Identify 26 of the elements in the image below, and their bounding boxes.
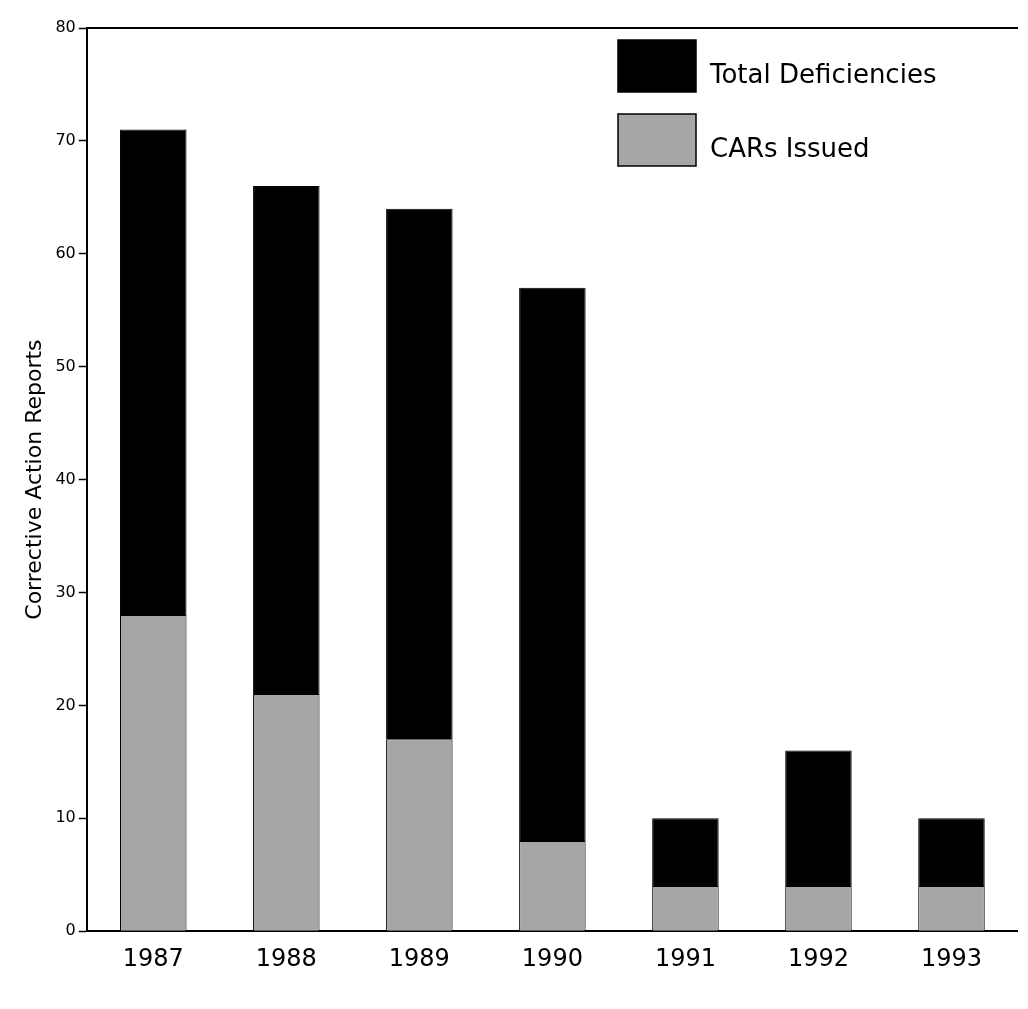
y-tick-label: 40 [55,468,76,488]
bar [652,818,719,887]
bar [918,818,985,887]
y-axis-title: Corrective Action Reports [20,339,46,620]
y-tick-label: 10 [55,807,76,827]
y-tick-label: 0 [65,920,76,940]
x-tick-label: 1990 [521,943,583,972]
x-tick-label: 1989 [388,943,450,972]
bar [120,129,187,616]
legend-label: CARs Issued [710,132,870,163]
x-tick-label: 1987 [122,943,184,972]
legend-label: Total Deficiencies [709,58,937,89]
y-tick-label: 30 [55,581,76,601]
x-tick-label: 1991 [654,943,716,972]
y-tick-label: 50 [55,355,76,375]
y-tick-label: 80 [55,17,76,37]
x-tick-label: 1992 [787,943,849,972]
y-tick-label: 20 [55,694,76,714]
y-tick-label: 60 [55,242,76,262]
x-tick-label: 1993 [920,943,983,972]
x-tick-label: 1988 [255,943,317,972]
bar [785,750,852,887]
y-tick-label: 70 [55,130,76,150]
bar [386,208,453,740]
bar [253,186,320,695]
bar [519,287,586,841]
